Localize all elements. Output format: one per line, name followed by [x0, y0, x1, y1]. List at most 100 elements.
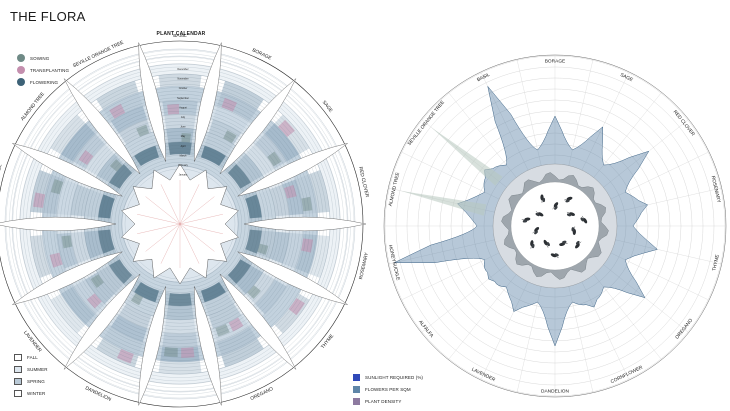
grid-spoke: [421, 260, 513, 333]
sowing-cell: [163, 347, 178, 357]
leaf-shape: [524, 217, 531, 221]
legend-label: SPRING: [27, 378, 45, 384]
calendar-cell: [256, 189, 276, 218]
center-spoke: [160, 184, 181, 225]
plant-icon: [571, 226, 576, 236]
stem-shape: [578, 241, 582, 245]
calendar-cell: [295, 174, 318, 214]
plant-label: SAGE: [619, 72, 634, 83]
calendar-cell: [164, 319, 196, 334]
legend-fall: FALL: [14, 351, 48, 363]
center-spoke: [179, 184, 200, 225]
sowing-swatch: [17, 54, 25, 62]
grid-spoke: [604, 151, 710, 203]
transplanting-cell: [221, 97, 238, 112]
calendar-cell: [255, 133, 288, 169]
grid-spoke: [578, 71, 630, 177]
calendar-cell: [221, 338, 264, 368]
sowing-cell: [223, 130, 237, 144]
flowering-cell: [109, 259, 133, 284]
calendar-cell: [269, 184, 290, 217]
flowering-cell: [168, 141, 192, 155]
sowing-cell: [90, 274, 104, 288]
center-spoke: [137, 214, 181, 225]
legend-transplanting: TRANSPLANTING: [17, 64, 69, 76]
month-label: August: [179, 106, 187, 109]
calendar-cell: [110, 315, 147, 343]
stem-shape: [563, 243, 568, 245]
legend-winter: WINTER: [14, 387, 48, 399]
stem-shape: [546, 243, 549, 248]
grid-spoke: [388, 238, 502, 265]
center-spoke: [179, 223, 200, 264]
center-spoke: [179, 223, 223, 234]
leaf-shape: [531, 243, 535, 249]
petal-divider: [237, 143, 348, 197]
plant-icon: [552, 202, 559, 210]
leaf-shape: [535, 212, 540, 217]
transplanting-cell: [228, 317, 244, 332]
calendar-cell: [308, 170, 330, 213]
activity-legend: SOWING TRANSPLANTING FLOWERING: [17, 52, 69, 88]
plant-icon: [535, 211, 544, 217]
legend-flowers: FLOWERS PER SQM: [353, 383, 423, 395]
sunlight-swatch: [353, 373, 360, 381]
legend-density: PLANT DENSITY: [353, 395, 423, 407]
metrics-legend: SUNLIGHT REQUIRED (%) FLOWERS PER SQM PL…: [353, 371, 423, 407]
calendar-cell: [269, 231, 290, 264]
leaf-shape: [522, 219, 528, 223]
sowing-cell: [50, 178, 64, 195]
calendar-cell: [162, 332, 198, 348]
month-label: December: [177, 68, 188, 71]
calendar-cell: [84, 189, 104, 218]
leaf-shape: [580, 217, 584, 222]
calendar-cell: [30, 235, 52, 278]
calendar-cell: [60, 123, 96, 162]
plant-icon: [564, 196, 573, 203]
petal-divider: [194, 42, 222, 162]
leaf-shape: [562, 240, 567, 244]
calendar-cell: [204, 292, 234, 316]
grid-spoke: [567, 59, 594, 173]
grid-spoke: [578, 275, 630, 381]
leaf-shape: [566, 196, 573, 201]
legend-label: PLANT DENSITY: [365, 398, 402, 404]
stem-shape: [530, 244, 532, 249]
calendar-cell: [102, 326, 143, 356]
transplanting-cell: [86, 293, 102, 309]
calendar-cell: [110, 105, 147, 133]
transplanting-cell: [116, 348, 134, 364]
flowering-cell: [227, 259, 251, 284]
calendar-cell: [208, 119, 242, 145]
stem-shape: [532, 230, 536, 234]
calendar-cell: [160, 86, 200, 102]
calendar-cell: [126, 292, 156, 316]
calendar-cell: [85, 143, 115, 176]
stem-shape: [564, 198, 569, 201]
transplanting-cell: [167, 104, 180, 115]
transplanting-swatch: [17, 66, 25, 74]
plant-label: BORAGE: [545, 58, 566, 64]
grid-spoke: [448, 268, 521, 360]
sowing-cell: [267, 151, 282, 167]
grid-spoke: [400, 151, 506, 203]
stem-shape: [566, 211, 571, 214]
transplanting-cell: [288, 297, 305, 316]
flowering-cell: [201, 145, 226, 166]
transplanting-cell: [301, 238, 314, 253]
grid-spoke: [480, 71, 532, 177]
flowering-cell: [134, 282, 159, 303]
stem-shape: [535, 211, 540, 214]
calendar-cell: [158, 73, 202, 88]
month-label: May: [181, 135, 186, 138]
calendar-cell: [245, 143, 275, 176]
legend-label: WINTER: [27, 390, 46, 396]
leaf-shape: [534, 230, 538, 235]
grid-spoke: [589, 92, 662, 184]
legend-summer: SUMMER: [14, 363, 48, 375]
flowering-swatch: [17, 78, 25, 86]
petal-divider: [63, 273, 141, 370]
calendar-cell: [166, 305, 194, 321]
center-spoke: [160, 223, 181, 264]
